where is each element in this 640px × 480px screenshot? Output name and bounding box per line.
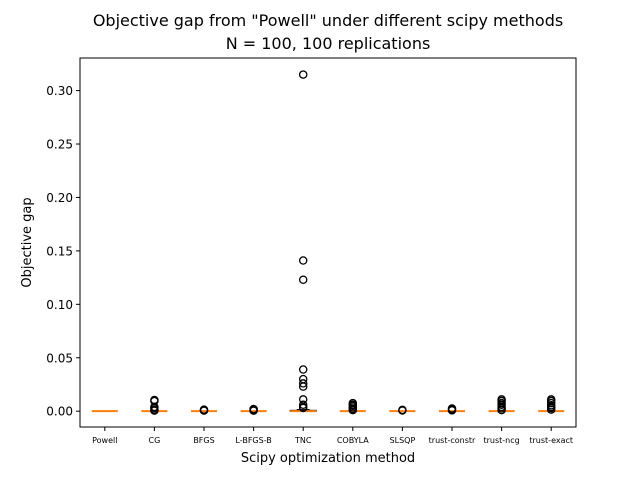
outlier-point [298, 379, 308, 388]
outlier-point [398, 406, 407, 415]
box-group [240, 404, 267, 415]
x-tick-label: trust-exact [529, 436, 573, 445]
x-tick-label: BFGS [193, 436, 214, 445]
outlier-point [348, 405, 358, 415]
box-group [439, 404, 465, 415]
y-tick-label: 0.25 [46, 138, 73, 152]
outlier-point [497, 405, 506, 415]
y-tick-label: 0.00 [46, 405, 73, 419]
chart-subtitle: N = 100, 100 replications [226, 34, 431, 53]
outlier-point [298, 403, 308, 413]
box-group [339, 398, 366, 415]
x-axis-label: Scipy optimization method [241, 451, 415, 466]
box-group [488, 395, 515, 415]
outlier-point [298, 382, 308, 391]
x-tick-label: TNC [294, 436, 312, 445]
outlier-point [298, 365, 308, 374]
x-tick-label: SLSQP [390, 436, 416, 445]
outlier-point [150, 406, 159, 415]
axes-frame [79, 57, 577, 428]
y-tick-label: 0.30 [46, 84, 73, 98]
x-tick-label: trust-ncg [483, 436, 519, 445]
x-tick-label: L-BFGS-B [235, 436, 271, 445]
outlier-point [546, 405, 556, 414]
box-group [191, 405, 217, 415]
outlier-point [298, 275, 308, 284]
y-axis: 0.00 0.05 0.10 0.15 0.20 0.25 0.30 [46, 84, 80, 419]
y-axis-label: Objective gap [20, 197, 35, 287]
y-tick-label: 0.05 [46, 351, 73, 365]
x-tick-label: COBYLA [337, 436, 369, 445]
box-group [141, 395, 168, 415]
outlier-point [199, 406, 209, 415]
x-tick-label: Powell [92, 436, 117, 445]
plot-area [91, 70, 565, 415]
outlier-point [298, 70, 308, 79]
outlier-point [447, 406, 457, 415]
y-tick-label: 0.15 [46, 244, 73, 258]
box-group [389, 405, 416, 415]
y-tick-label: 0.20 [46, 191, 73, 205]
box-group [538, 395, 565, 414]
x-tick-label: CG [149, 436, 161, 445]
chart-title: Objective gap from "Powell" under differ… [93, 11, 563, 30]
y-tick-label: 0.10 [46, 298, 73, 312]
outlier-point [249, 406, 258, 415]
box-group [289, 70, 317, 413]
x-axis: Powell CG BFGS L-BFGS-B TNC COBYLA SLSQP trust-… [92, 427, 573, 445]
x-tick-label: trust-constr [429, 436, 476, 445]
outlier-point [298, 256, 308, 265]
